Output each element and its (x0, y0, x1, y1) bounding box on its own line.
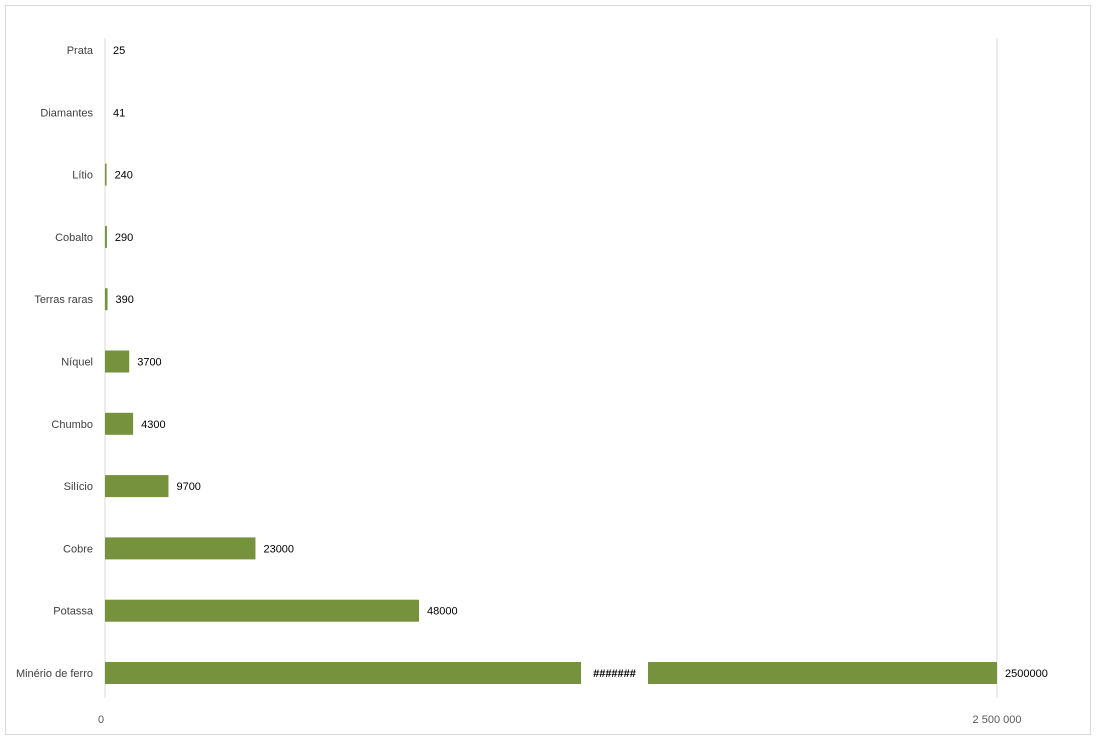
category-label: Níquel (61, 357, 93, 369)
value-label: 240 (115, 170, 133, 182)
category-label: Terras raras (34, 294, 93, 306)
value-label: 25 (113, 45, 125, 57)
category-label: Cobre (63, 543, 93, 555)
category-label: Potassa (53, 606, 94, 618)
category-label: Silício (64, 481, 93, 493)
category-label: Diamantes (40, 107, 93, 119)
category-label: Prata (67, 45, 94, 57)
bar (105, 163, 107, 186)
category-label: Minério de ferro (16, 668, 93, 680)
value-label: 2500000 (1005, 668, 1048, 680)
category-label: Cobalto (55, 232, 93, 244)
bar-segment (105, 662, 581, 684)
bar (105, 350, 130, 373)
value-label: 48000 (427, 606, 458, 618)
bar (105, 599, 419, 622)
category-label: Chumbo (51, 419, 93, 431)
value-label: 9700 (176, 481, 200, 493)
value-label: 390 (116, 294, 134, 306)
value-label: 290 (115, 232, 133, 244)
value-label: 3700 (137, 357, 161, 369)
bar (105, 537, 256, 560)
bar (105, 412, 134, 435)
bar (105, 288, 108, 311)
value-label: 23000 (263, 543, 294, 555)
bar (105, 475, 169, 498)
category-label: Lítio (72, 170, 93, 182)
axis-break-label: ####### (593, 668, 636, 680)
bar-segment (648, 662, 997, 684)
x-tick-label: 0 (98, 714, 104, 726)
value-label: 41 (113, 107, 125, 119)
bar (105, 225, 107, 248)
value-label: 4300 (141, 419, 165, 431)
x-tick-label: 2 500 000 (973, 714, 1022, 726)
